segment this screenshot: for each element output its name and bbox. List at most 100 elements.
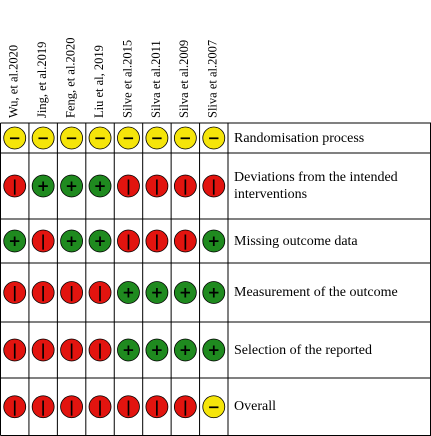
- judgment-symbol: |: [183, 398, 188, 417]
- judgment-dot: [3, 281, 27, 304]
- study-label: Feng, et al.2020: [63, 37, 77, 118]
- judgment-symbol: +: [8, 232, 21, 250]
- judgment-symbol: +: [179, 284, 192, 302]
- judgment-symbol: |: [154, 232, 159, 251]
- judgment-symbol: −: [94, 129, 107, 147]
- judgment-dot: [145, 281, 169, 304]
- judgment-symbol: −: [65, 129, 78, 147]
- domain-label: Deviations from the intended interventio…: [234, 170, 398, 202]
- judgment-symbol: +: [37, 177, 50, 195]
- judgment-symbol: |: [69, 398, 74, 417]
- judgment-symbol: |: [154, 398, 159, 417]
- row-label-box: Measurement of the outcome: [234, 285, 398, 300]
- judgment-dot: [31, 126, 55, 150]
- judgment-symbol: +: [65, 177, 78, 195]
- judgment-symbol: −: [207, 129, 220, 147]
- judgment-symbol: −: [207, 398, 220, 416]
- judgment-dot: [202, 229, 226, 253]
- judgment-dot: [31, 338, 55, 362]
- judgment-dot: [3, 395, 27, 419]
- judgment-dot: [202, 338, 226, 362]
- judgment-dot: [60, 281, 83, 304]
- judgment-symbol: +: [207, 341, 220, 359]
- domain-label: Overall: [234, 399, 276, 415]
- study-label: Liu et al, 2019: [92, 45, 106, 118]
- judgment-symbol: |: [183, 177, 188, 196]
- study-label: Wu, et al.2020: [7, 45, 21, 118]
- judgment-symbol: |: [97, 398, 102, 417]
- study-label: Sliva et al.2007: [206, 40, 220, 118]
- judgment-dot: [31, 281, 55, 304]
- judgment-symbol: +: [151, 341, 164, 359]
- judgment-symbol: |: [154, 177, 159, 196]
- judgment-symbol: +: [207, 232, 220, 250]
- judgment-symbol: |: [211, 177, 216, 196]
- judgment-dot: [3, 229, 27, 253]
- judgment-dot: [145, 126, 169, 150]
- domain-label: Measurement of the outcome: [234, 285, 398, 300]
- row-label-box: Randomisation process: [234, 131, 364, 146]
- judgment-dot: [31, 395, 55, 419]
- judgment-symbol: |: [12, 284, 17, 303]
- judgment-symbol: −: [151, 129, 164, 147]
- judgment-symbol: |: [12, 398, 17, 417]
- judgment-symbol: |: [97, 284, 102, 303]
- judgment-dot: [173, 229, 197, 253]
- judgment-symbol: |: [40, 341, 45, 360]
- judgment-dot: [88, 338, 112, 362]
- judgment-dot: [60, 126, 83, 150]
- judgment-symbol: −: [122, 129, 135, 147]
- judgment-dot: [173, 395, 197, 419]
- judgment-symbol: +: [207, 284, 220, 302]
- judgment-dot: [202, 395, 226, 419]
- judgment-symbol: |: [40, 284, 45, 303]
- row-label-box: Selection of the reported: [234, 342, 373, 358]
- judgment-dot: [145, 395, 169, 419]
- judgment-symbol: +: [94, 232, 107, 250]
- judgment-symbol: +: [151, 284, 164, 302]
- judgment-symbol: |: [40, 398, 45, 417]
- judgment-dot: [60, 229, 83, 253]
- judgment-symbol: |: [126, 232, 131, 251]
- judgment-dot: [173, 174, 197, 198]
- judgment-symbol: −: [179, 129, 192, 147]
- judgment-dot: [60, 338, 83, 362]
- judgment-symbol: +: [65, 232, 78, 250]
- judgment-symbol: |: [12, 177, 17, 196]
- judgment-symbol: −: [37, 129, 50, 147]
- judgment-dot: [202, 126, 226, 150]
- judgment-symbol: |: [69, 284, 74, 303]
- judgment-dot: [117, 174, 140, 198]
- row-label-box: Overall: [234, 399, 276, 415]
- judgment-symbol: +: [122, 284, 135, 302]
- judgment-dot: [60, 174, 83, 198]
- judgment-symbol: |: [126, 177, 131, 196]
- judgment-dot: [88, 174, 112, 198]
- study-label: Silva et al.2009: [177, 40, 191, 118]
- judgment-dot: [3, 126, 27, 150]
- grid: [0, 122, 431, 436]
- study-label: Silve et al.2015: [120, 40, 134, 118]
- judgment-symbol: +: [179, 341, 192, 359]
- row-label-box: Deviations from the intended interventio…: [234, 170, 398, 202]
- judgment-dot: [117, 338, 140, 362]
- judgment-dot: [88, 395, 112, 419]
- judgment-dot: [173, 281, 197, 304]
- judgment-dot: [3, 338, 27, 362]
- judgment-dot: [88, 229, 112, 253]
- judgment-dot: [117, 126, 140, 150]
- judgment-dot: [88, 281, 112, 304]
- judgment-symbol: |: [12, 341, 17, 360]
- judgment-dot: [60, 395, 83, 419]
- study-label: Silva et al.2011: [149, 40, 163, 118]
- judgment-dot: [145, 229, 169, 253]
- domain-label: Missing outcome data: [234, 233, 358, 249]
- judgment-dot: [202, 174, 226, 198]
- judgment-dot: [145, 338, 169, 362]
- judgment-symbol: |: [126, 398, 131, 417]
- judgment-symbol: |: [183, 232, 188, 251]
- judgment-dot: [202, 281, 226, 304]
- judgment-dot: [31, 229, 55, 253]
- domain-label: Selection of the reported: [234, 342, 373, 358]
